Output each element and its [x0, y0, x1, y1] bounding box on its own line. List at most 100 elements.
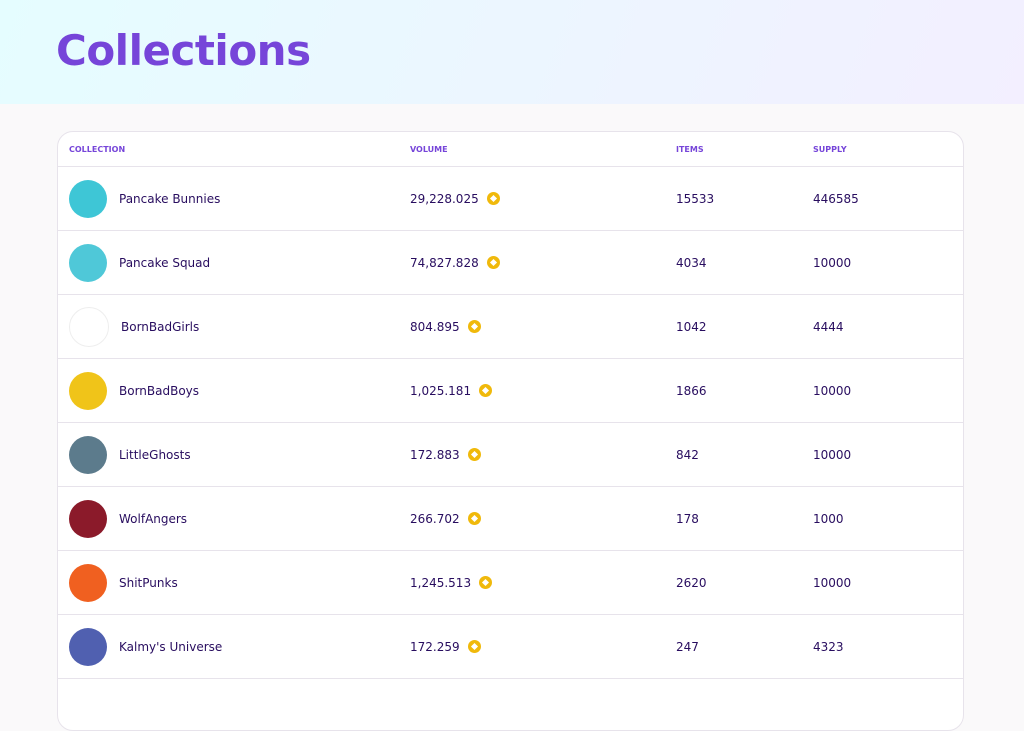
table-cell: 4323: [813, 615, 844, 678]
collection-name: LittleGhosts: [119, 447, 191, 462]
table-cell: 1866: [676, 359, 707, 422]
table-cell: 15533: [676, 167, 714, 230]
table-cell: 446585: [813, 167, 859, 230]
table-cell: BornBadBoys: [69, 359, 199, 422]
collection-avatar: [69, 243, 107, 282]
table-cell: 1000: [813, 487, 844, 550]
table-cell: Pancake Bunnies: [69, 167, 220, 230]
collection-avatar: [69, 306, 109, 347]
bnb-icon-mark: [470, 322, 478, 331]
collection-row[interactable]: Kalmy's Universe 172.259 247 4323: [58, 615, 963, 679]
collection-name: BornBadBoys: [119, 383, 200, 398]
table-cell: 842: [676, 423, 699, 486]
table-cell: LittleGhosts: [69, 423, 191, 486]
table-cell: Kalmy's Universe: [69, 615, 222, 678]
bnb-icon: [467, 512, 481, 525]
bnb-icon-mark: [470, 514, 478, 523]
collection-row[interactable]: Pancake Squad 74,827.828 4034 10000: [58, 231, 963, 295]
collection-name: Pancake Squad: [119, 255, 211, 270]
cell-text: 15533: [676, 191, 715, 206]
cell-text: 4034: [676, 255, 707, 270]
collections-table: COLLECTION VOLUME ITEMS SUPPLY Pancake Bunn…: [57, 131, 964, 731]
page-title: Collections: [56, 26, 311, 75]
collection-row[interactable]: BornBadBoys 1,025.181 1866 10000: [58, 359, 963, 423]
table-cell: 178: [676, 487, 699, 550]
table-cell: 266.702: [410, 487, 481, 550]
bnb-icon-mark: [489, 258, 497, 267]
cell-text: 4323: [813, 639, 844, 654]
table-cell: 1,245.513: [410, 551, 493, 614]
bnb-icon-mark: [489, 194, 497, 203]
collection-row[interactable]: LittleGhosts 172.883 842 10000: [58, 423, 963, 487]
cell-text: 247: [676, 639, 699, 654]
collection-name: Kalmy's Universe: [119, 639, 223, 654]
cell-text: 804.895: [410, 319, 460, 334]
column-header[interactable]: COLLECTION: [69, 144, 126, 154]
table-cell: 10000: [813, 423, 851, 486]
collection-row[interactable]: ShitPunks 1,245.513 2620 10000: [58, 551, 963, 615]
table-cell: 1042: [676, 295, 707, 358]
table-cell: 10000: [813, 551, 851, 614]
bnb-icon: [486, 256, 500, 269]
cell-text: 842: [676, 447, 699, 462]
table-cell: BornBadGirls: [69, 295, 199, 358]
bnb-icon: [479, 384, 493, 397]
table-cell: 247: [676, 615, 699, 678]
cell-text: 446585: [813, 191, 859, 206]
cell-text: 10000: [813, 383, 852, 398]
table-cell: 1,025.181: [410, 359, 493, 422]
collection-row[interactable]: Pancake Bunnies 29,228.025 15533 446585: [58, 167, 963, 231]
cell-text: 1000: [813, 511, 844, 526]
cell-text: 10000: [813, 447, 852, 462]
cell-text: 178: [676, 511, 699, 526]
table-header: COLLECTION VOLUME ITEMS SUPPLY: [58, 132, 963, 167]
table-cell: 29,228.025: [410, 167, 500, 230]
cell-text: 1042: [676, 319, 707, 334]
column-header[interactable]: SUPPLY: [813, 144, 847, 154]
cell-text: 29,228.025: [410, 191, 479, 206]
table-cell: 10000: [813, 359, 851, 422]
collection-avatar: [69, 627, 107, 666]
bnb-icon: [467, 640, 481, 653]
cell-text: 4444: [813, 319, 844, 334]
table-cell: WolfAngers: [69, 487, 187, 550]
table-cell: ShitPunks: [69, 551, 178, 614]
cell-text: 74,827.828: [410, 255, 479, 270]
bnb-icon: [467, 320, 481, 333]
collection-avatar: [69, 371, 107, 410]
bnb-icon-mark: [482, 386, 490, 395]
column-header[interactable]: VOLUME: [410, 144, 448, 154]
table-cell: 804.895: [410, 295, 481, 358]
table-cell: 4034: [676, 231, 707, 294]
table-cell: 74,827.828: [410, 231, 500, 294]
table-cell: Pancake Squad: [69, 231, 210, 294]
bnb-icon: [479, 576, 493, 589]
collection-name: ShitPunks: [119, 575, 178, 590]
collection-avatar: [69, 499, 107, 538]
collection-avatar: [69, 179, 107, 218]
table-cell: 2620: [676, 551, 707, 614]
collection-row[interactable]: BornBadGirls 804.895 1042 4444: [58, 295, 963, 359]
collection-name: BornBadGirls: [121, 319, 200, 334]
column-header[interactable]: ITEMS: [676, 144, 704, 154]
cell-text: 10000: [813, 255, 852, 270]
table-cell: 172.883: [410, 423, 481, 486]
bnb-icon: [486, 192, 500, 205]
cell-text: 10000: [813, 575, 852, 590]
collection-avatar: [69, 563, 107, 602]
collection-row[interactable]: WolfAngers 266.702 178 1000: [58, 487, 963, 551]
table-cell: 10000: [813, 231, 851, 294]
cell-text: 172.259: [410, 639, 460, 654]
cell-text: 266.702: [410, 511, 460, 526]
bnb-icon-mark: [482, 578, 490, 587]
table-cell: 4444: [813, 295, 844, 358]
bnb-icon: [467, 448, 481, 461]
cell-text: 172.883: [410, 447, 460, 462]
table-cell: 172.259: [410, 615, 481, 678]
collection-name: WolfAngers: [119, 511, 188, 526]
hero-banner: Collections: [0, 0, 1024, 104]
collection-avatar: [69, 435, 107, 474]
cell-text: 1,025.181: [410, 383, 472, 398]
collection-name: Pancake Bunnies: [119, 191, 221, 206]
